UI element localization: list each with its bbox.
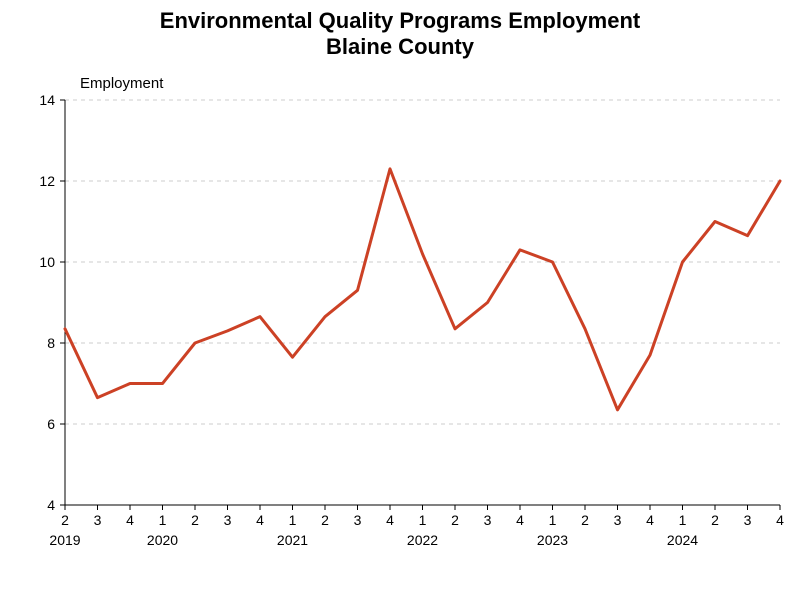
x-quarter-label: 2 [711, 512, 719, 528]
x-quarter-label: 3 [614, 512, 622, 528]
x-quarter-label: 1 [679, 512, 687, 528]
x-quarter-label: 1 [289, 512, 297, 528]
x-quarter-label: 4 [646, 512, 654, 528]
x-quarter-label: 4 [256, 512, 264, 528]
x-year-label: 2022 [407, 532, 438, 548]
x-year-label: 2024 [667, 532, 698, 548]
x-quarter-label: 2 [451, 512, 459, 528]
x-quarter-label: 2 [321, 512, 329, 528]
x-quarter-label: 3 [744, 512, 752, 528]
x-quarter-label: 2 [61, 512, 69, 528]
x-year-label: 2023 [537, 532, 568, 548]
x-quarter-label: 1 [419, 512, 427, 528]
x-quarter-label: 4 [126, 512, 134, 528]
x-quarter-label: 3 [94, 512, 102, 528]
y-tick-label: 8 [47, 335, 55, 351]
chart-container: Environmental Quality Programs Employmen… [0, 0, 800, 600]
x-quarter-label: 3 [484, 512, 492, 528]
x-quarter-label: 1 [159, 512, 167, 528]
x-quarter-label: 4 [516, 512, 524, 528]
x-quarter-label: 3 [354, 512, 362, 528]
x-quarter-label: 1 [549, 512, 557, 528]
x-quarter-label: 2 [191, 512, 199, 528]
x-year-label: 2021 [277, 532, 308, 548]
x-year-label: 2020 [147, 532, 178, 548]
chart-svg: 4681012142341234123412341234123420192020… [0, 0, 800, 600]
y-tick-label: 12 [39, 173, 55, 189]
x-quarter-label: 4 [386, 512, 394, 528]
x-quarter-label: 4 [776, 512, 784, 528]
x-year-label: 2019 [49, 532, 80, 548]
y-tick-label: 10 [39, 254, 55, 270]
y-tick-label: 14 [39, 92, 55, 108]
y-tick-label: 4 [47, 497, 55, 513]
x-quarter-label: 2 [581, 512, 589, 528]
data-line [65, 169, 780, 410]
x-quarter-label: 3 [224, 512, 232, 528]
y-tick-label: 6 [47, 416, 55, 432]
